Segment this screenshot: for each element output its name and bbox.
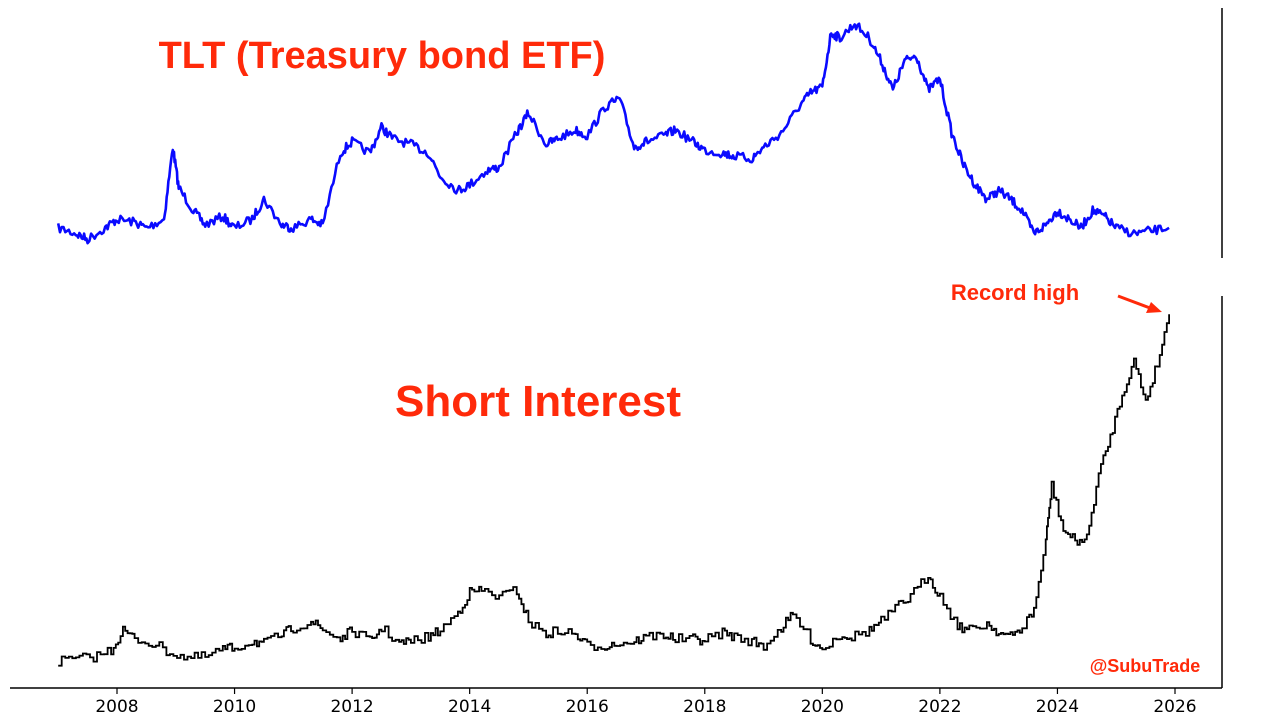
x-tick-label-2012: 2012 [330, 697, 373, 717]
tlt-price-line [56, 22, 1170, 245]
x-tick-label-2008: 2008 [95, 697, 138, 717]
x-axis-ticks: 2008 2010 2012 2014 2016 2018 2020 2022 2024 2026 [95, 688, 1197, 717]
x-tick-label-2016: 2016 [566, 697, 609, 717]
short-interest-line [58, 314, 1170, 667]
record-high-arrow [1117, 294, 1162, 313]
x-tick-label-2014: 2014 [448, 697, 491, 717]
x-tick-label-2020: 2020 [801, 697, 844, 717]
record-high-annotation: Record high [951, 280, 1079, 305]
bottom-chart-title: Short Interest [395, 377, 681, 426]
x-tick-label-2024: 2024 [1036, 697, 1079, 717]
watermark: @SubuTrade [1090, 656, 1201, 676]
x-tick-label-2022: 2022 [918, 697, 961, 717]
top-chart-title: TLT (Treasury bond ETF) [159, 35, 606, 77]
x-tick-label-2026: 2026 [1153, 697, 1196, 717]
x-tick-label-2010: 2010 [213, 697, 256, 717]
series-layer [56, 22, 1170, 667]
x-tick-label-2018: 2018 [683, 697, 726, 717]
